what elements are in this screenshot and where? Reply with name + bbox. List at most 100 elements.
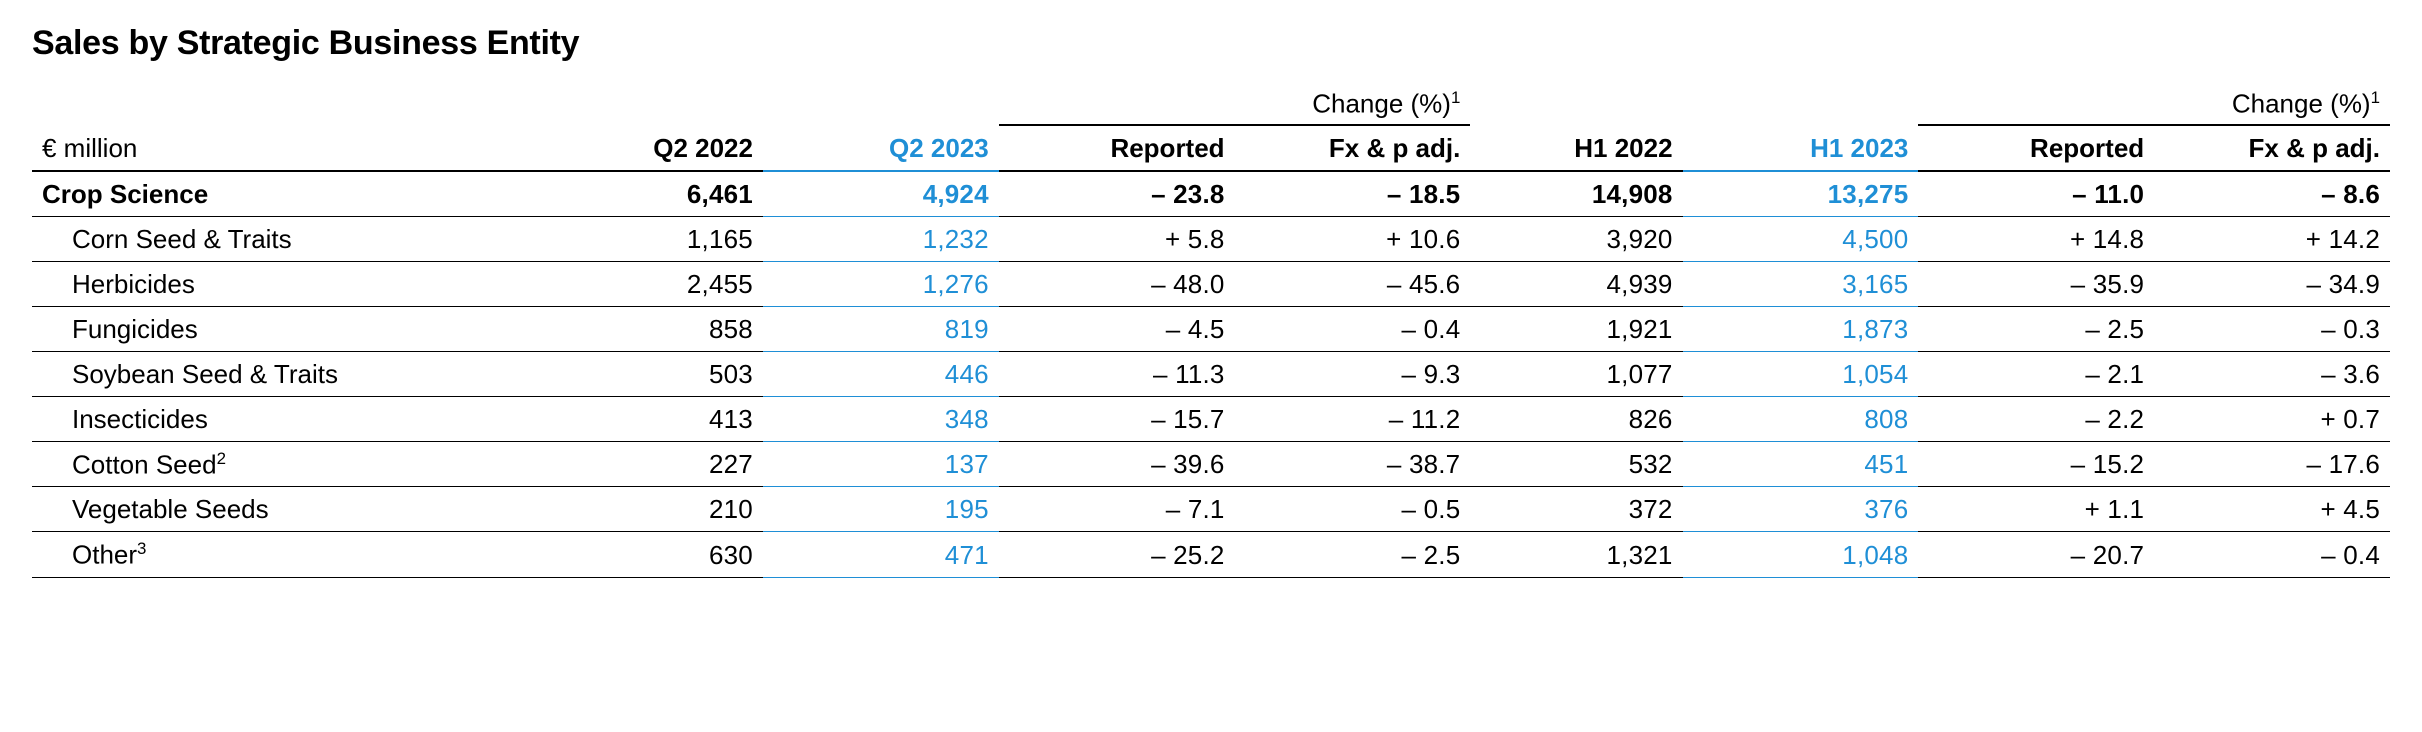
cell-c2: 4,924: [763, 171, 999, 217]
cell-c2: 471: [763, 532, 999, 578]
cell-c3: + 5.8: [999, 216, 1235, 261]
col-reported-h1: Reported: [1918, 125, 2154, 171]
cell-c4: – 38.7: [1235, 441, 1471, 487]
cell-c7: – 11.0: [1918, 171, 2154, 217]
change-group-q2: Change (%)1: [999, 81, 1471, 125]
cell-c1: 413: [551, 396, 763, 441]
cell-c8: + 14.2: [2154, 216, 2390, 261]
cell-c4: – 0.4: [1235, 306, 1471, 351]
row-label: Cotton Seed2: [32, 441, 551, 487]
row-label: Herbicides: [32, 261, 551, 306]
table-row: Vegetable Seeds210195– 7.1– 0.5372376+ 1…: [32, 487, 2390, 532]
cell-c3: – 7.1: [999, 487, 1235, 532]
cell-c7: – 2.5: [1918, 306, 2154, 351]
cell-c4: – 11.2: [1235, 396, 1471, 441]
cell-c3: – 4.5: [999, 306, 1235, 351]
cell-c8: – 17.6: [2154, 441, 2390, 487]
header-group-row: Change (%)1 Change (%)1: [32, 81, 2390, 125]
cell-c5: 14,908: [1470, 171, 1682, 217]
cell-c7: – 2.2: [1918, 396, 2154, 441]
row-label: Vegetable Seeds: [32, 487, 551, 532]
col-fxp-q2: Fx & p adj.: [1235, 125, 1471, 171]
col-h1-2022: H1 2022: [1470, 125, 1682, 171]
cell-c6: 1,873: [1683, 306, 1919, 351]
cell-c1: 6,461: [551, 171, 763, 217]
col-fxp-h1: Fx & p adj.: [2154, 125, 2390, 171]
header-columns-row: € million Q2 2022 Q2 2023 Reported Fx & …: [32, 125, 2390, 171]
cell-c1: 858: [551, 306, 763, 351]
cell-c7: – 35.9: [1918, 261, 2154, 306]
table-title: Sales by Strategic Business Entity: [32, 24, 2390, 63]
cell-c5: 372: [1470, 487, 1682, 532]
cell-c2: 195: [763, 487, 999, 532]
cell-c3: – 48.0: [999, 261, 1235, 306]
cell-c2: 446: [763, 351, 999, 396]
cell-c6: 376: [1683, 487, 1919, 532]
table-row: Soybean Seed & Traits503446– 11.3– 9.31,…: [32, 351, 2390, 396]
cell-c4: – 18.5: [1235, 171, 1471, 217]
cell-c6: 451: [1683, 441, 1919, 487]
col-q2-2022: Q2 2022: [551, 125, 763, 171]
cell-c2: 819: [763, 306, 999, 351]
cell-c7: + 14.8: [1918, 216, 2154, 261]
cell-c1: 227: [551, 441, 763, 487]
table-row: Fungicides858819– 4.5– 0.41,9211,873– 2.…: [32, 306, 2390, 351]
table-row: Corn Seed & Traits1,1651,232+ 5.8+ 10.63…: [32, 216, 2390, 261]
row-label: Fungicides: [32, 306, 551, 351]
table-row: Crop Science6,4614,924– 23.8– 18.514,908…: [32, 171, 2390, 217]
cell-c4: + 10.6: [1235, 216, 1471, 261]
cell-c7: – 20.7: [1918, 532, 2154, 578]
cell-c3: – 23.8: [999, 171, 1235, 217]
cell-c1: 630: [551, 532, 763, 578]
change-group-h1: Change (%)1: [1918, 81, 2390, 125]
unit-label: € million: [32, 125, 551, 171]
row-label: Soybean Seed & Traits: [32, 351, 551, 396]
table-row: Cotton Seed2227137– 39.6– 38.7532451– 15…: [32, 441, 2390, 487]
cell-c6: 4,500: [1683, 216, 1919, 261]
row-label: Corn Seed & Traits: [32, 216, 551, 261]
row-label: Insecticides: [32, 396, 551, 441]
cell-c2: 1,276: [763, 261, 999, 306]
table-row: Herbicides2,4551,276– 48.0– 45.64,9393,1…: [32, 261, 2390, 306]
cell-c1: 210: [551, 487, 763, 532]
cell-c8: + 4.5: [2154, 487, 2390, 532]
cell-c6: 1,048: [1683, 532, 1919, 578]
cell-c2: 348: [763, 396, 999, 441]
cell-c5: 1,321: [1470, 532, 1682, 578]
cell-c3: – 39.6: [999, 441, 1235, 487]
col-h1-2023: H1 2023: [1683, 125, 1919, 171]
cell-c7: + 1.1: [1918, 487, 2154, 532]
cell-c5: 4,939: [1470, 261, 1682, 306]
col-q2-2023: Q2 2023: [763, 125, 999, 171]
cell-c6: 808: [1683, 396, 1919, 441]
cell-c5: 1,921: [1470, 306, 1682, 351]
cell-c4: – 45.6: [1235, 261, 1471, 306]
cell-c8: – 0.4: [2154, 532, 2390, 578]
cell-c5: 532: [1470, 441, 1682, 487]
cell-c2: 1,232: [763, 216, 999, 261]
table-row: Insecticides413348– 15.7– 11.2826808– 2.…: [32, 396, 2390, 441]
cell-c4: – 9.3: [1235, 351, 1471, 396]
cell-c8: – 8.6: [2154, 171, 2390, 217]
col-reported-q2: Reported: [999, 125, 1235, 171]
cell-c2: 137: [763, 441, 999, 487]
cell-c5: 3,920: [1470, 216, 1682, 261]
cell-c3: – 15.7: [999, 396, 1235, 441]
cell-c6: 3,165: [1683, 261, 1919, 306]
cell-c3: – 25.2: [999, 532, 1235, 578]
cell-c1: 2,455: [551, 261, 763, 306]
cell-c4: – 0.5: [1235, 487, 1471, 532]
cell-c7: – 15.2: [1918, 441, 2154, 487]
cell-c3: – 11.3: [999, 351, 1235, 396]
cell-c8: – 34.9: [2154, 261, 2390, 306]
row-label: Other3: [32, 532, 551, 578]
cell-c6: 1,054: [1683, 351, 1919, 396]
cell-c1: 1,165: [551, 216, 763, 261]
cell-c6: 13,275: [1683, 171, 1919, 217]
cell-c8: + 0.7: [2154, 396, 2390, 441]
cell-c8: – 0.3: [2154, 306, 2390, 351]
table-row: Other3630471– 25.2– 2.51,3211,048– 20.7–…: [32, 532, 2390, 578]
row-label: Crop Science: [32, 171, 551, 217]
cell-c8: – 3.6: [2154, 351, 2390, 396]
sales-table: Change (%)1 Change (%)1 € million Q2 202…: [32, 81, 2390, 578]
